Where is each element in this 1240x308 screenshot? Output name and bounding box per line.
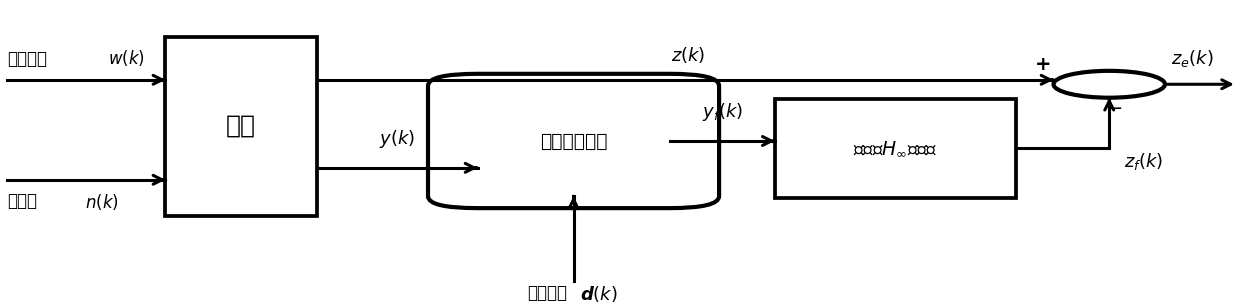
Text: $z_e(k)$: $z_e(k)$ [1172, 48, 1214, 69]
Bar [165, 37, 316, 216]
Text: 白噪声: 白噪声 [7, 192, 37, 210]
Text: 信道干扰: 信道干扰 [527, 284, 568, 302]
Circle shape [1054, 71, 1166, 98]
Text: 非脆弱$H_\infty$滤波器: 非脆弱$H_\infty$滤波器 [853, 139, 937, 158]
Text: $-$: $-$ [1106, 97, 1122, 116]
Bar [775, 99, 1017, 198]
Text: $n(k)$: $n(k)$ [84, 192, 119, 212]
Text: $y_f(k)$: $y_f(k)$ [702, 101, 743, 123]
Text: 外部扰动: 外部扰动 [7, 50, 47, 68]
Text: $z_f(k)$: $z_f(k)$ [1125, 152, 1163, 172]
Text: 系统: 系统 [226, 114, 255, 138]
Text: $z(k)$: $z(k)$ [671, 45, 706, 65]
Text: $y(k)$: $y(k)$ [379, 128, 415, 150]
Text: $w(k)$: $w(k)$ [108, 48, 145, 68]
Text: +: + [1035, 55, 1052, 74]
Text: $\boldsymbol{d}(k)$: $\boldsymbol{d}(k)$ [580, 284, 618, 304]
FancyBboxPatch shape [428, 74, 719, 208]
Text: 多径衰落信道: 多径衰落信道 [539, 132, 608, 151]
